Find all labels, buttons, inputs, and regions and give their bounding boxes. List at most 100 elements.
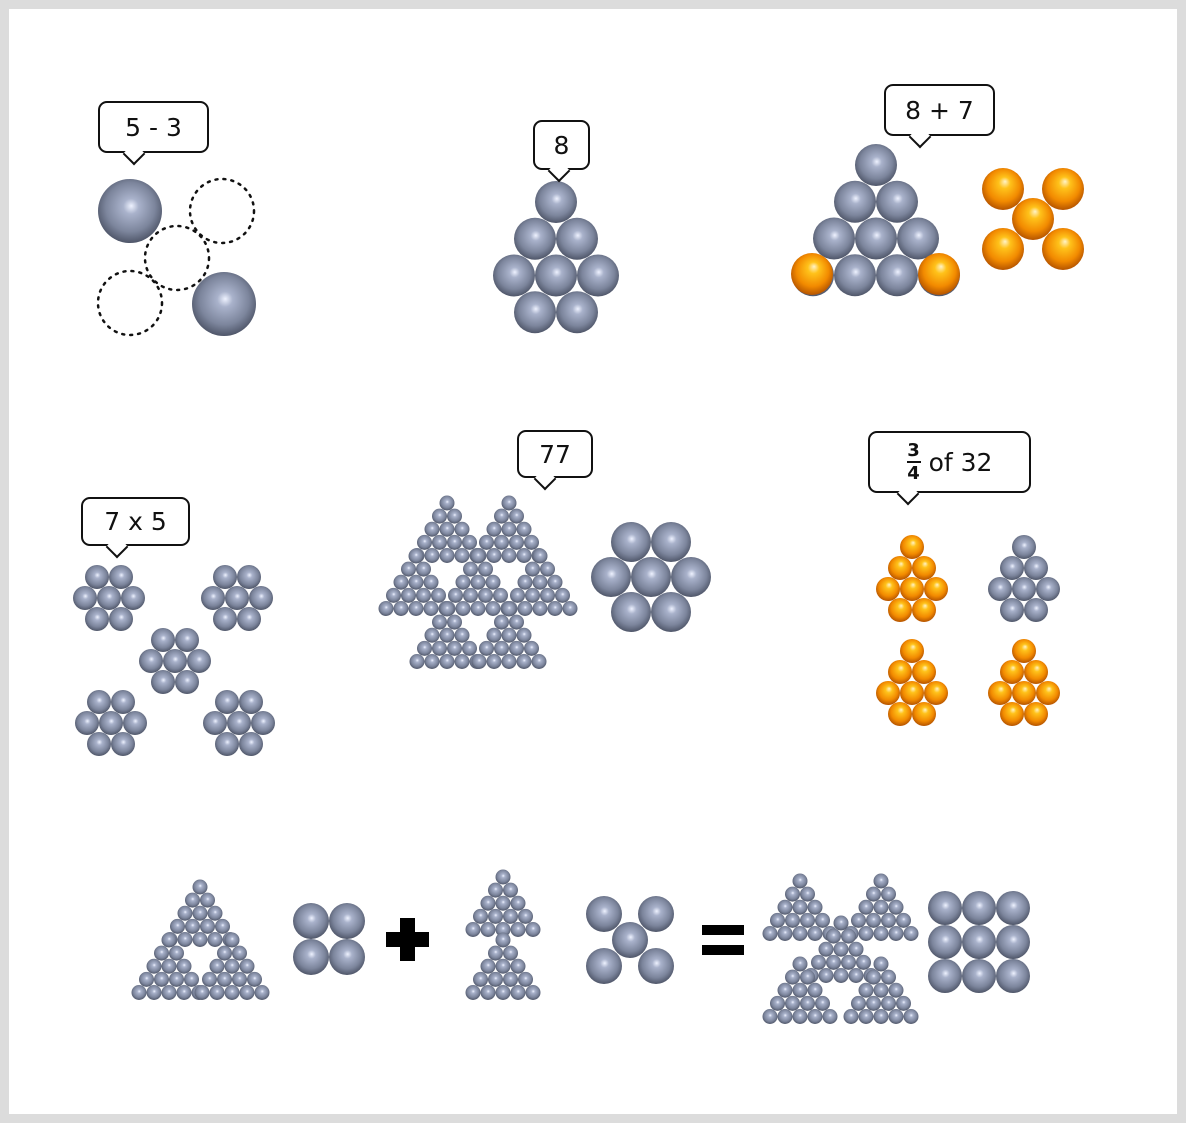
grey-ball	[161, 932, 177, 948]
grey-ball	[480, 958, 496, 974]
orange-ball	[791, 253, 833, 295]
orange-ball	[918, 253, 960, 295]
grey-ball	[888, 982, 904, 998]
grey-ball	[439, 548, 455, 563]
grey-ball	[1000, 556, 1024, 580]
grey-ball	[393, 574, 409, 590]
grey-ball	[169, 945, 184, 961]
grey-ball	[488, 908, 503, 924]
grey-ball	[777, 1009, 793, 1024]
grey-ball	[439, 521, 455, 537]
grey-ball	[800, 995, 815, 1011]
orange-ball	[876, 681, 900, 705]
grey-ball	[501, 654, 517, 669]
grey-ball	[408, 574, 424, 590]
grey-ball	[535, 254, 577, 297]
grey-ball	[866, 912, 881, 928]
grey-ball	[293, 939, 329, 975]
grey-ball	[509, 614, 524, 630]
grey-ball	[516, 548, 532, 563]
grey-ball	[454, 627, 470, 643]
grey-ball	[518, 908, 533, 924]
grey-ball	[556, 291, 598, 334]
grey-ball	[510, 587, 525, 603]
grey-ball	[577, 254, 619, 297]
grey-ball	[177, 905, 193, 921]
grey-ball	[540, 587, 555, 603]
grey-ball	[762, 1009, 778, 1024]
grey-ball	[638, 896, 674, 932]
grey-ball	[462, 640, 477, 656]
orange-ball	[912, 556, 936, 580]
grey-ball	[98, 179, 162, 243]
grey-ball	[762, 926, 778, 941]
grey-ball	[881, 969, 896, 985]
grey-ball	[888, 1009, 904, 1024]
grey-ball	[486, 548, 502, 563]
grey-ball	[176, 958, 192, 974]
orange-ball	[924, 577, 948, 601]
fraction: 3 4	[906, 441, 921, 483]
grey-ball	[501, 521, 517, 537]
grey-ball	[532, 548, 548, 564]
grey-ball	[473, 908, 488, 924]
grey-ball	[495, 869, 511, 885]
grey-ball	[518, 971, 533, 987]
fraction-bar	[906, 461, 921, 463]
grey-ball	[834, 180, 876, 223]
grey-ball	[293, 903, 329, 939]
grey-ball	[424, 654, 440, 669]
grey-ball	[503, 908, 518, 924]
grey-ball	[792, 899, 808, 915]
grey-ball	[525, 587, 540, 603]
grey-ball	[465, 985, 481, 1000]
grey-ball	[439, 627, 455, 643]
grey-ball	[792, 982, 808, 998]
grey-ball	[807, 926, 823, 941]
grey-ball	[503, 971, 518, 987]
orange-ball	[900, 639, 924, 663]
grey-ball	[818, 968, 834, 983]
grey-ball	[249, 586, 273, 610]
grey-ball	[494, 508, 509, 524]
grey-ball	[417, 640, 432, 656]
grey-ball	[928, 925, 962, 959]
grey-ball	[423, 574, 439, 590]
grey-ball	[503, 945, 518, 961]
grey-ball	[858, 982, 874, 998]
grey-ball	[514, 217, 556, 260]
grey-ball	[517, 574, 533, 590]
grey-ball	[535, 181, 577, 223]
grey-ball	[888, 926, 904, 941]
grey-ball	[455, 601, 471, 616]
grey-ball	[532, 601, 548, 616]
grey-ball	[200, 892, 215, 908]
grey-ball	[785, 912, 800, 928]
grey-ball	[175, 628, 199, 652]
orange-ball	[876, 577, 900, 601]
grey-ball	[175, 670, 199, 694]
grey-ball	[873, 899, 889, 915]
grey-ball	[996, 891, 1030, 925]
grey-ball	[928, 891, 962, 925]
grey-ball	[501, 627, 517, 643]
grey-ball	[811, 954, 826, 970]
grey-ball	[423, 601, 439, 616]
grey-ball	[770, 912, 785, 928]
grey-ball	[785, 886, 800, 902]
grey-ball	[996, 925, 1030, 959]
grey-ball	[187, 649, 211, 673]
bubble-8-plus-7: 8 + 7	[884, 84, 995, 149]
grey-ball	[495, 922, 511, 937]
grey-ball	[903, 1009, 919, 1024]
grey-ball	[386, 587, 401, 603]
grey-ball	[514, 291, 556, 334]
grey-ball	[151, 670, 175, 694]
grey-ball	[495, 932, 511, 948]
grey-ball	[447, 614, 462, 630]
equals-icon	[702, 925, 744, 935]
grey-ball	[111, 690, 135, 714]
grey-ball	[207, 905, 223, 921]
grey-ball	[792, 926, 808, 941]
grey-ball	[192, 272, 256, 336]
